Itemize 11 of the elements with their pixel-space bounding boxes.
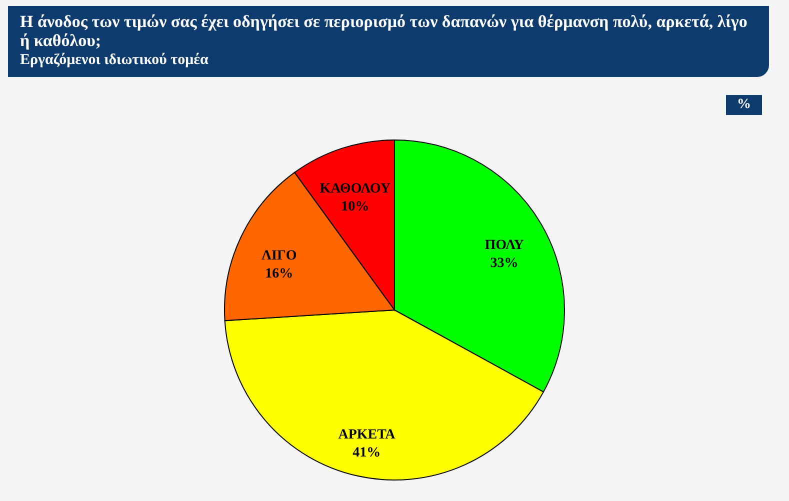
chart-subtitle: Εργαζόμενοι ιδιωτικού τομέα [20,52,210,69]
data-label: 16% [265,266,294,282]
data-label: 41% [352,445,381,460]
slice-label: ΑΡΚΕΤΑ [338,427,396,442]
slice-label: ΚΑΘΟΛΟΥ [320,182,391,197]
data-label: 33% [490,256,518,272]
slice-label: ΛΙΓΟ [261,248,297,264]
text: % [726,95,762,115]
slice-label: ΠΟΛΥ [484,238,524,254]
chart-title: Η άνοδος των τιμών σας έχει οδηγήσει σε περιορισμό των δαπανών για θέρμανση πολύ, αρκετά, λίγο ή καθόλου; [20,12,748,50]
data-label: 10% [341,200,370,215]
